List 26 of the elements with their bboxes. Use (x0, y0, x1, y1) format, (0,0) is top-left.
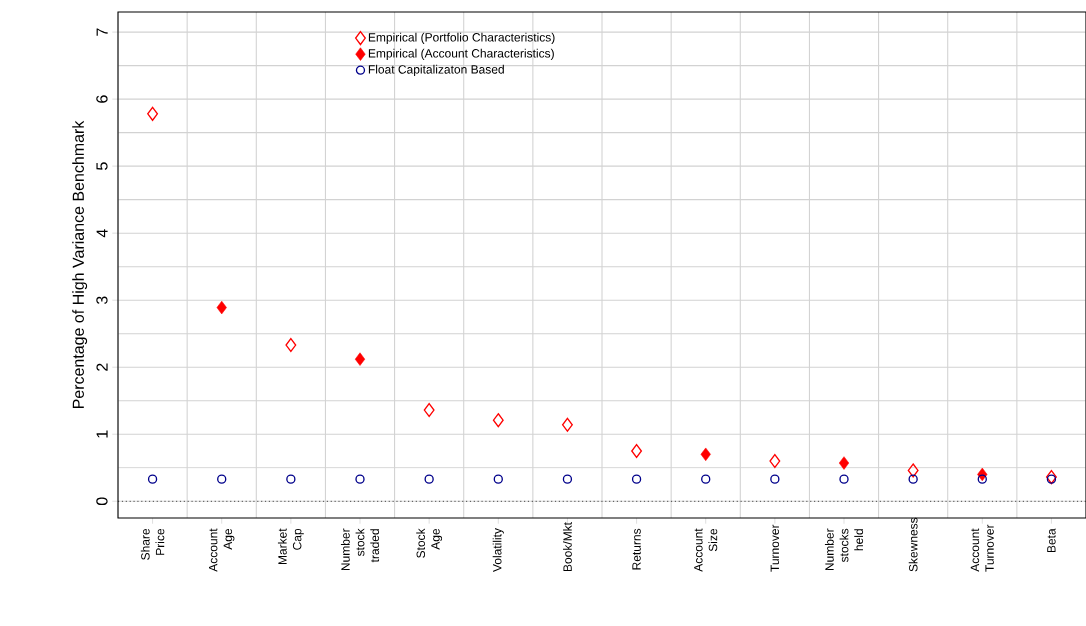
y-tick-label: 5 (96, 162, 108, 170)
x-tick-label: Account Turnover (970, 524, 994, 572)
y-tick-label: 7 (96, 28, 108, 36)
x-tick-label: Number stock traded (340, 528, 380, 571)
x-tick-label: Number stocks held (824, 528, 864, 571)
x-tick-label: Book/Mkt (563, 522, 572, 572)
y-tick-label: 4 (96, 229, 108, 238)
x-tick-label: Returns (632, 528, 641, 570)
y-tick-label: 1 (96, 430, 108, 438)
x-tick-label: Account Size (694, 528, 718, 572)
legend-label: Float Capitalizaton Based (368, 64, 504, 77)
legend-label: Empirical (Portfolio Characteristics) (368, 32, 555, 44)
y-tick-label: 6 (96, 95, 108, 103)
x-tick-label: Beta (1047, 528, 1056, 553)
x-tick-label: Account Age (209, 528, 235, 572)
x-tick-label: Volatility (492, 528, 504, 572)
y-tick-label: 2 (96, 363, 108, 371)
y-axis-title: Percentage of High Variance Benchmark (72, 120, 88, 409)
x-tick-label: Share Price (140, 528, 165, 560)
y-tick-label: 3 (96, 296, 108, 305)
legend-label: Empirical (Account Characteristics) (368, 48, 554, 60)
y-tick-label: 0 (96, 497, 108, 506)
x-tick-label: Turnover (770, 524, 780, 572)
x-tick-label: Skewness (908, 517, 918, 572)
x-tick-label: Market Cap (277, 528, 304, 565)
x-tick-label: Stock Age (416, 528, 443, 558)
